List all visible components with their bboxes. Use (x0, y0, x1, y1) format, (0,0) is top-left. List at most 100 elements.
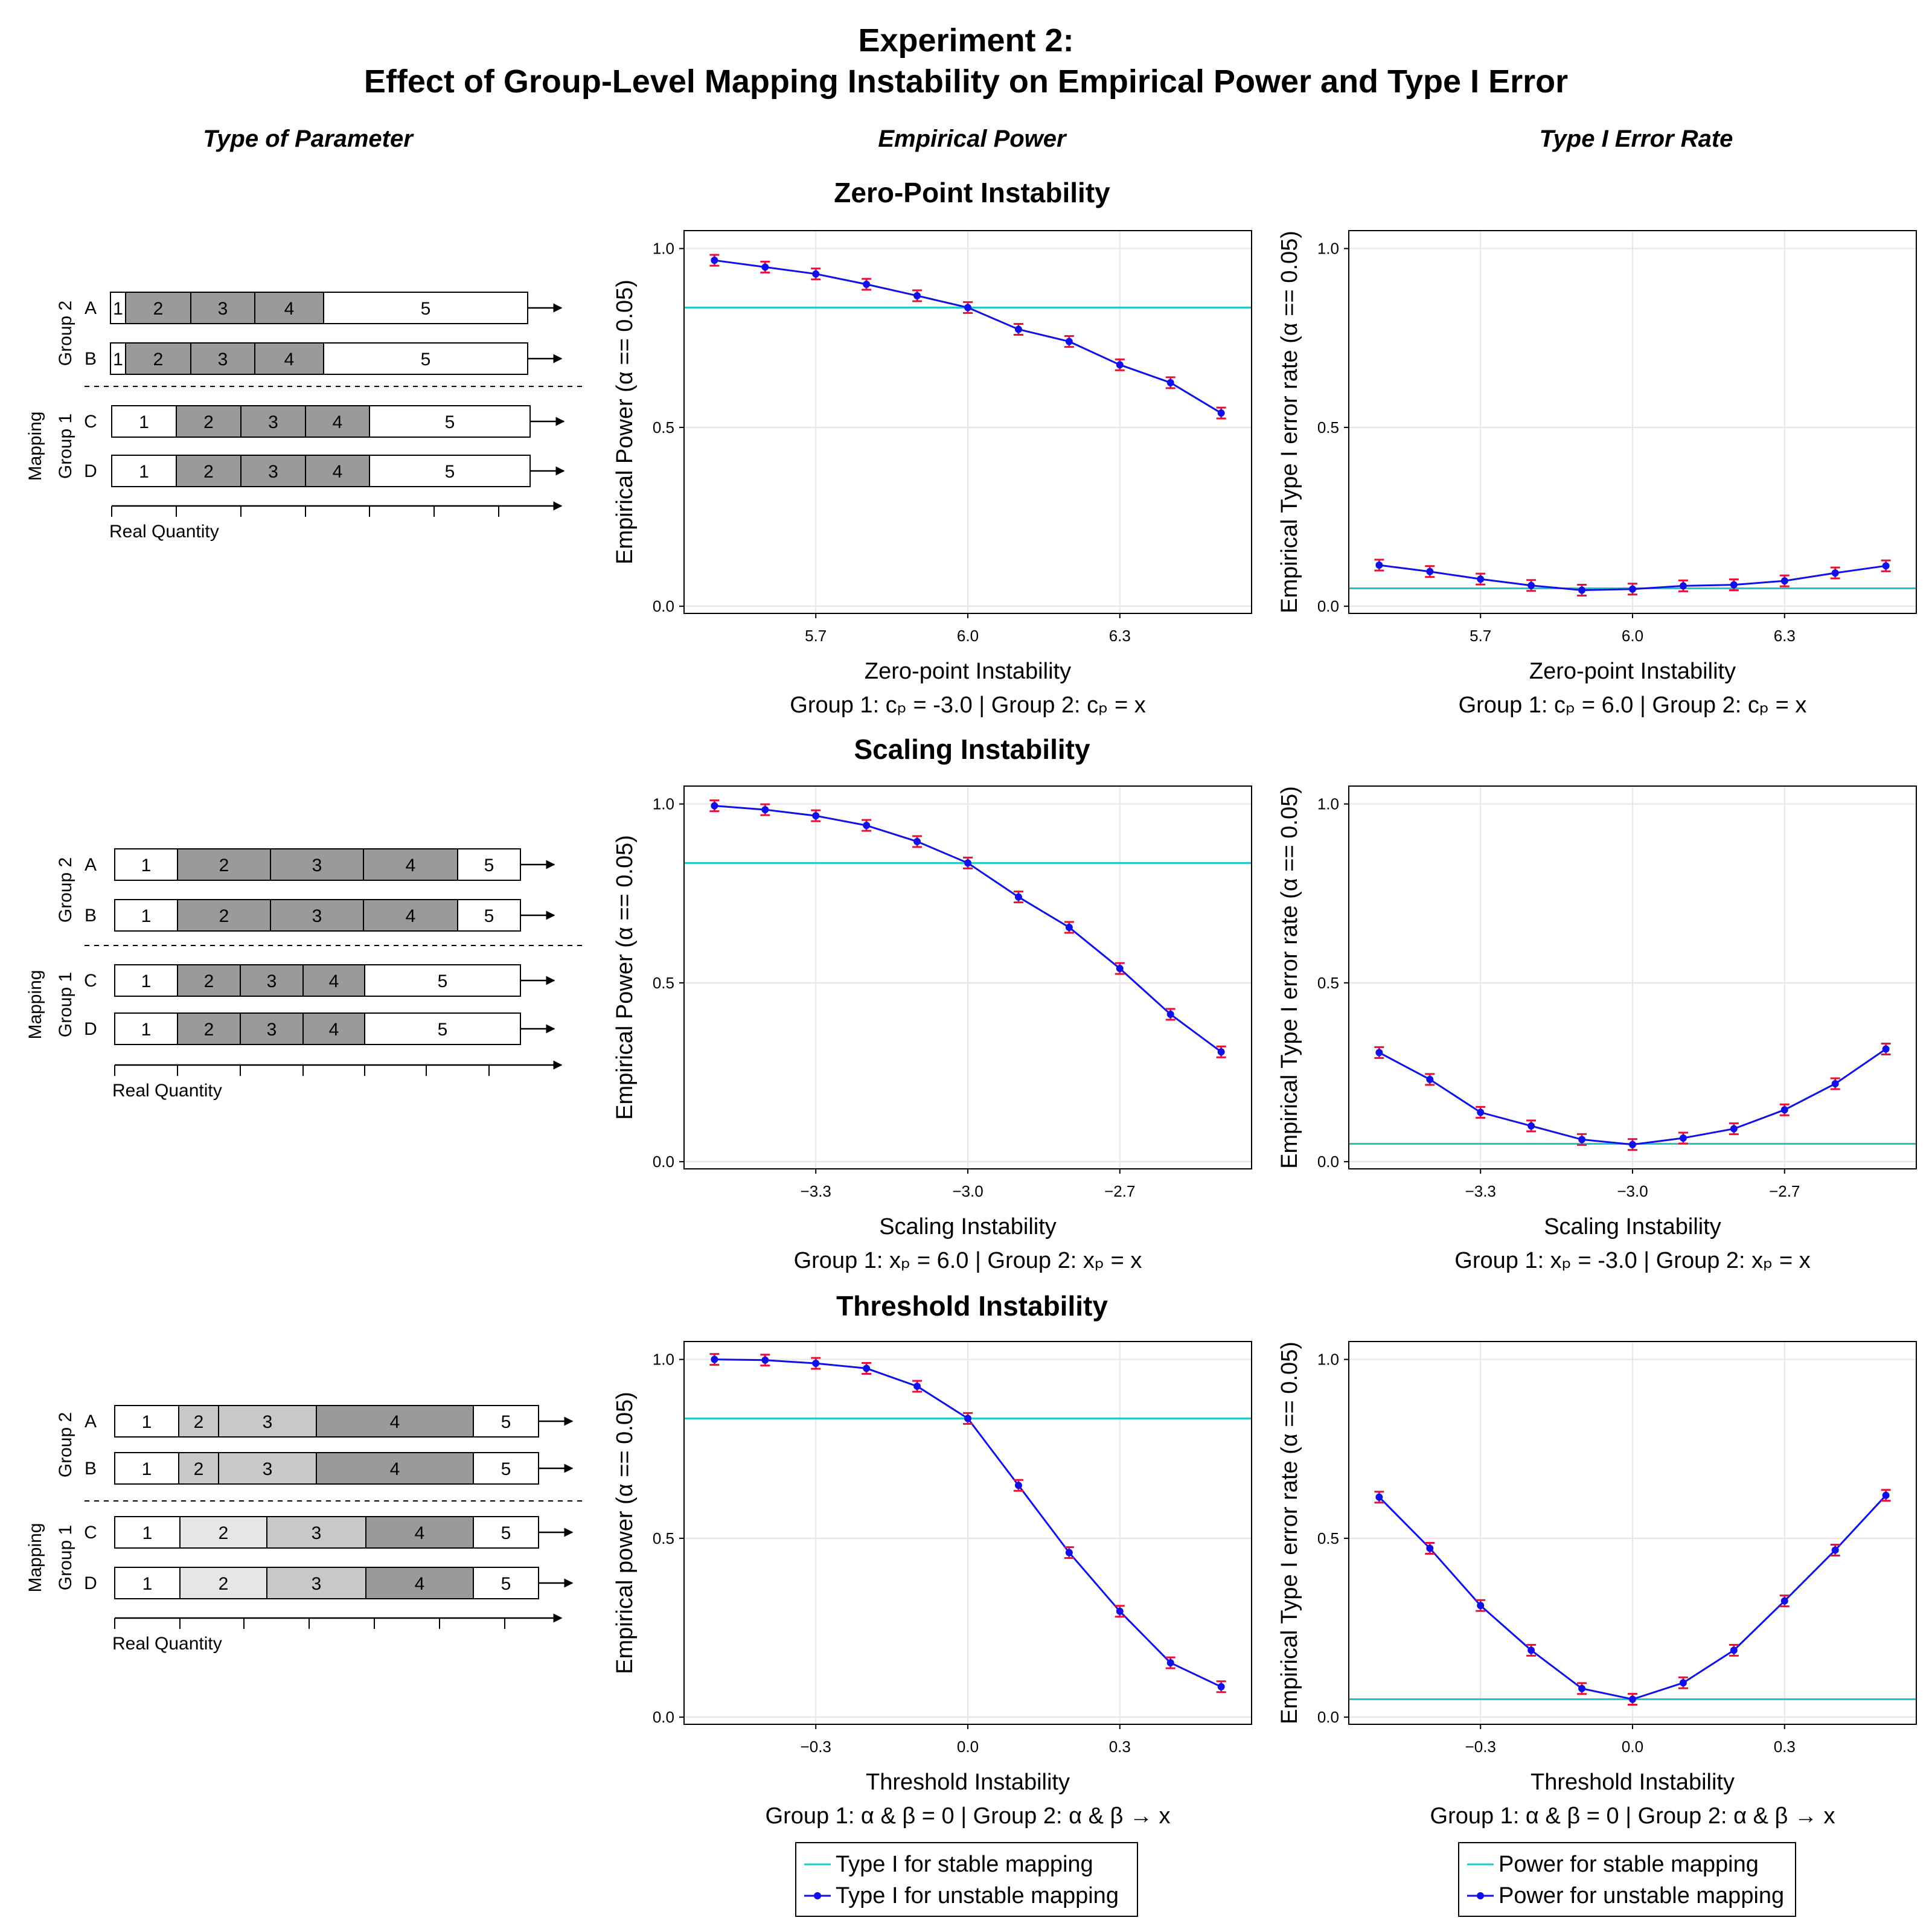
zero-point-diagram-bar-0-category-label-5: 5 (421, 299, 431, 319)
scaling-diagram-bar-label-1: B (85, 906, 97, 926)
zero-point-diagram-bar-1-category-label-2: 2 (153, 350, 164, 369)
scaling-diagram-bar-3-category-label-4: 4 (329, 1020, 339, 1040)
threshold-type1-xtick-label-0: −0.3 (1465, 1738, 1496, 1756)
threshold-power-ylabel: Empirical power (α == 0.05) (612, 1392, 638, 1674)
zero-point-type1-point-9 (1831, 569, 1839, 577)
scaling-diagram-bar-3-category-4 (302, 1012, 365, 1045)
legend-power-unstable-label: Type I for unstable mapping (836, 1883, 1119, 1908)
zero-point-type1-point-7 (1730, 581, 1738, 589)
column-header-type1: Type I Error Rate (1539, 126, 1733, 152)
zero-point-type1-xtick-label-0: 5.7 (1470, 627, 1491, 645)
threshold-type1-xtick-label-2: 0.3 (1774, 1738, 1796, 1756)
zero-point-power-point-1 (761, 263, 769, 271)
scaling-diagram-bar-3-category-label-2: 2 (204, 1020, 214, 1040)
scaling-diagram-bar-3-category-5 (364, 1012, 521, 1045)
threshold-diagram-bar-0-category-4 (316, 1405, 474, 1438)
scaling-type1-point-9 (1831, 1080, 1839, 1087)
threshold-power-point-5 (964, 1415, 971, 1422)
zero-point-power-ylabel: Empirical Power (α == 0.05) (612, 280, 638, 565)
threshold-type1-ylabel: Empirical Type I error rate (α == 0.05) (1277, 1342, 1302, 1724)
zero-point-diagram-bar-1-category-label-3: 3 (218, 350, 228, 369)
threshold-type1-ytick-label-2: 1.0 (1317, 1351, 1339, 1369)
zero-point-type1-xlabel: Zero-point Instability (1529, 659, 1736, 684)
threshold-diagram-bar-2-category-4 (365, 1516, 474, 1549)
legend-type1-stable-label: Power for stable mapping (1499, 1852, 1759, 1877)
scaling-diagram-bar-1-category-label-2: 2 (219, 906, 229, 926)
threshold-type1-point-8 (1780, 1597, 1788, 1605)
scaling-diagram-bar-3-category-label-1: 1 (141, 1020, 152, 1040)
zero-point-power-point-5 (964, 304, 971, 312)
scaling-type1-point-10 (1882, 1045, 1890, 1053)
scaling-power-point-3 (863, 822, 871, 830)
zero-point-power-point-2 (812, 270, 820, 278)
zero-point-type1-ytick-label-0: 0.0 (1317, 597, 1339, 615)
scaling-type1-point-2 (1477, 1108, 1485, 1116)
zero-point-diagram-bar-2-category-label-5: 5 (445, 412, 455, 432)
scaling-power-point-2 (812, 812, 820, 820)
zero-point-diagram-bar-3-category-label-2: 2 (203, 462, 214, 482)
threshold-power-xtick-label-0: −0.3 (801, 1738, 831, 1756)
scaling-power-point-9 (1166, 1011, 1174, 1019)
scaling-power-point-6 (1014, 893, 1022, 901)
zero-point-diagram-bar-2-category-label-1: 1 (139, 412, 149, 432)
threshold-power-point-7 (1065, 1549, 1073, 1556)
scaling-type1-point-3 (1527, 1122, 1535, 1130)
scaling-diagram-bar-0-category-label-1: 1 (141, 856, 152, 875)
zero-point-diagram-bar-3-category-label-4: 4 (333, 462, 343, 482)
scaling-diagram-bar-2-category-5 (364, 964, 521, 997)
zero-point-power-ytick-label-0: 0.0 (653, 597, 674, 615)
threshold-diagram-bar-0-category-label-3: 3 (263, 1412, 273, 1432)
scaling-diagram-bar-2-category-label-2: 2 (204, 971, 214, 991)
scaling-power-ytick-label-1: 0.5 (653, 974, 674, 992)
threshold-diagram-bar-0-category-label-2: 2 (194, 1412, 204, 1432)
scaling-power-xlabel: Scaling Instability (879, 1214, 1057, 1239)
threshold-diagram-bar-3-category-label-5: 5 (501, 1574, 511, 1594)
threshold-type1-point-1 (1426, 1544, 1434, 1552)
zero-point-type1-point-4 (1578, 586, 1586, 594)
zero-point-power-xlabel: Zero-point Instability (865, 659, 1071, 684)
zero-point-type1-ytick-label-1: 0.5 (1317, 418, 1339, 437)
scaling-type1-ylabel: Empirical Type I error rate (α == 0.05) (1277, 786, 1302, 1169)
zero-point-power-point-10 (1217, 409, 1225, 417)
threshold-type1-point-9 (1831, 1546, 1839, 1554)
scaling-diagram-mapping-label: Mapping (25, 970, 45, 1039)
scaling-type1-point-1 (1426, 1075, 1434, 1083)
zero-point-type1-point-5 (1629, 585, 1636, 593)
threshold-power-point-2 (812, 1360, 820, 1367)
threshold-power-point-10 (1217, 1683, 1225, 1690)
zero-point-diagram-bar-1-category-1 (110, 342, 126, 375)
threshold-diagram-bar-label-3: D (84, 1573, 97, 1593)
threshold-diagram-bar-2-category-1 (114, 1516, 181, 1549)
zero-point-type1-xtick-label-2: 6.3 (1774, 627, 1796, 645)
zero-point-diagram-bar-0-category-label-3: 3 (218, 299, 228, 319)
scaling-type1-subtitle: Group 1: xₚ = -3.0 | Group 2: xₚ = x (1454, 1248, 1810, 1273)
threshold-diagram-bar-2-category-label-3: 3 (312, 1523, 322, 1543)
scaling-diagram-bar-2-category-4 (302, 964, 365, 997)
threshold-diagram-bar-0-category-5 (473, 1405, 539, 1438)
scaling-power-point-0 (711, 802, 718, 810)
scaling-power-xtick-label-2: −2.7 (1104, 1182, 1135, 1200)
zero-point-diagram-bar-1-category-5 (323, 342, 528, 375)
legend-power-box (795, 1842, 1138, 1917)
scaling-diagram-bar-3-category-1 (114, 1012, 178, 1045)
zero-point-power-point-0 (711, 257, 718, 264)
threshold-power-ytick-label-1: 0.5 (653, 1529, 674, 1547)
threshold-diagram-bar-1-category-label-3: 3 (263, 1459, 273, 1479)
threshold-type1-point-2 (1477, 1602, 1485, 1610)
threshold-diagram-bar-3-category-4 (365, 1567, 474, 1599)
threshold-diagram-bar-2-category-2 (179, 1516, 267, 1549)
zero-point-diagram-bar-2-category-label-3: 3 (268, 412, 278, 432)
threshold-diagram-bar-1-category-5 (473, 1452, 539, 1485)
zero-point-type1-ylabel: Empirical Type I error rate (α == 0.05) (1277, 231, 1302, 613)
zero-point-diagram-bar-0-category-label-1: 1 (113, 299, 123, 319)
scaling-power-ytick-label-0: 0.0 (653, 1153, 674, 1171)
threshold-diagram-bar-1-category-2 (178, 1452, 219, 1485)
zero-point-power-subtitle: Group 1: cₚ = -3.0 | Group 2: cₚ = x (790, 693, 1145, 718)
zero-point-type1-point-3 (1527, 581, 1535, 589)
scaling-diagram-bar-2-category-3 (240, 964, 304, 997)
threshold-diagram-group2-label: Group 2 (56, 1412, 75, 1477)
zero-point-diagram-bar-2-category-label-4: 4 (333, 412, 343, 432)
zero-point-power-point-3 (863, 280, 871, 288)
threshold-diagram-bar-0-category-1 (114, 1405, 179, 1438)
